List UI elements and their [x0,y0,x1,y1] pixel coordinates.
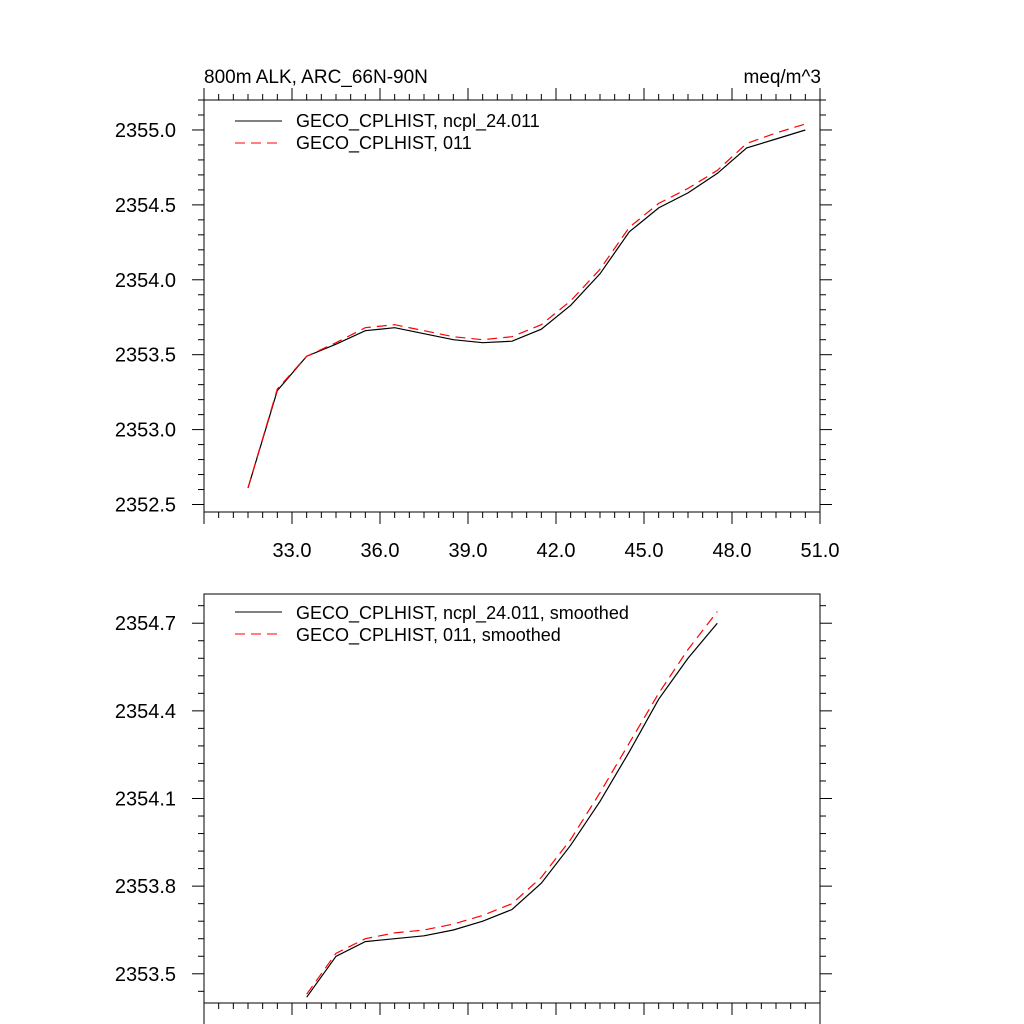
series-line-ncpl [306,622,718,998]
y-tick-label: 2353.8 [115,876,176,898]
y-tick-label: 2353.5 [115,964,176,986]
panel-1: 800m ALK, ARC_66N-90N meq/m^3 33.0 36.0 39… [115,67,840,562]
legend-label-ncpl-smoothed: GECO_CPLHIST, ncpl_24.011, smoothed [296,603,629,624]
y-tick-label: 2355.0 [115,120,176,142]
x-tick-label: 45.0 [625,540,664,562]
y-tick-label: 2353.5 [115,345,176,367]
x-tick-label: 42.0 [537,540,576,562]
legend-label-011-smoothed: GECO_CPLHIST, 011, smoothed [296,625,561,646]
panel-2-legend: GECO_CPLHIST, ncpl_24.011, smoothed GECO… [235,603,629,646]
panel-2-plot-frame [203,593,821,1024]
y-tick-label: 2352.5 [115,495,176,517]
y-tick-label: 2354.5 [115,195,176,217]
panel-1-lines [247,123,806,489]
panel-2-ticks: 2353.5 2353.8 2354.1 2354.4 2354.7 [115,605,832,1015]
legend-label-011: GECO_CPLHIST, 011 [296,133,472,154]
y-tick-label: 2354.4 [115,701,176,723]
x-tick-label: 39.0 [449,540,488,562]
panel-1-title: 800m ALK, ARC_66N-90N [204,67,428,88]
series-line-011 [306,611,718,995]
panel-1-units-label: meq/m^3 [743,67,821,88]
series-line-011 [247,123,806,489]
y-tick-label: 2354.7 [115,613,176,635]
x-tick-label: 33.0 [273,540,312,562]
panel-2-lines [306,611,718,998]
x-tick-label: 48.0 [713,540,752,562]
y-tick-label: 2353.0 [115,420,176,442]
panel-2: 2353.5 2353.8 2354.1 2354.4 2354.7 GECO_CPLH… [115,593,832,1024]
panel-1-plot-frame [203,99,821,513]
panel-1-ticks: 33.0 36.0 39.0 42.0 45.0 48.0 51.0 2352.5 2353.0… [115,88,840,562]
y-tick-label: 2354.1 [115,789,176,811]
series-line-ncpl [247,129,806,489]
legend-label-ncpl: GECO_CPLHIST, ncpl_24.011 [296,111,540,132]
panel-1-legend: GECO_CPLHIST, ncpl_24.011 GECO_CPLHIST, … [235,111,540,154]
y-tick-label: 2354.0 [115,270,176,292]
x-tick-label: 51.0 [801,540,840,562]
x-tick-label: 36.0 [361,540,400,562]
